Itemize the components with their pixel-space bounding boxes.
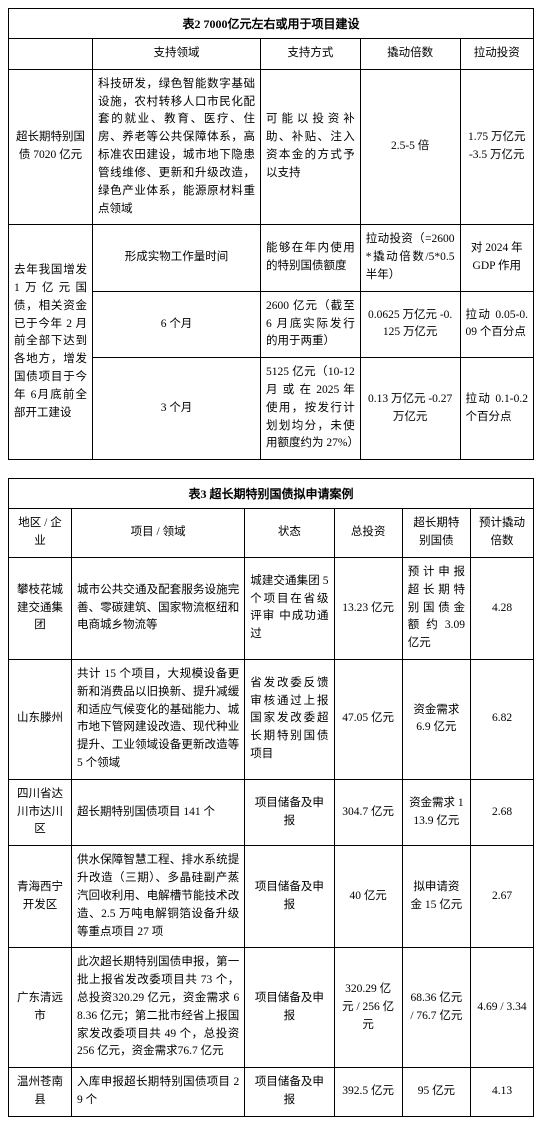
table-2: 表2 7000亿元左右或用于项目建设 支持领域 支持方式 撬动倍数 拉动投资 超… xyxy=(8,8,534,460)
cell: 40 亿元 xyxy=(334,846,402,948)
cell: 预计申报超长期特别国债金额 约 3.09亿元 xyxy=(402,557,470,659)
cell: 超长期特别国债项目 141 个 xyxy=(72,779,245,845)
cell: 可能以投资补助、补贴、注入资本金的方式予以支持 xyxy=(261,69,361,225)
cell: 青海西宁开发区 xyxy=(9,846,72,948)
cell: 能够在年内使用的特别国债额度 xyxy=(261,225,361,291)
cell: 2.5-5 倍 xyxy=(360,69,460,225)
header-cell: 地区 / 企业 xyxy=(9,509,72,558)
cell: 6 个月 xyxy=(93,291,261,357)
table-row: 广东清远市 此次超长期特别国债申报，第一批上报省发改委项目共 73 个，总投资3… xyxy=(9,948,534,1068)
cell: 城市公共交通及配套服务设施完善、零碳建筑、国家物流枢纽和电商城乡物流等 xyxy=(72,557,245,659)
cell: 入库申报超长期特别国债项目 29 个 xyxy=(72,1068,245,1117)
cell: 68.36 亿元 / 76.7 亿元 xyxy=(402,948,470,1068)
cell: 供水保障智慧工程、排水系统提升改造（三期）、多晶硅副产蒸汽回收利用、电解槽节能技… xyxy=(72,846,245,948)
table-3-caption: 表3 超长期特别国债拟申请案例 xyxy=(8,478,534,508)
header-cell: 撬动倍数 xyxy=(360,39,460,70)
cell: 5125 亿元（10-12月 或 在 2025 年使用，按发行计划划均分，未使用… xyxy=(261,358,361,460)
cell: 资金需求 6.9 亿元 xyxy=(402,659,470,779)
cell: 超长期特别国债 7020 亿元 xyxy=(9,69,93,225)
cell: 95 亿元 xyxy=(402,1068,470,1117)
cell: 项目储备及申报 xyxy=(245,779,334,845)
table-row: 青海西宁开发区 供水保障智慧工程、排水系统提升改造（三期）、多晶硅副产蒸汽回收利… xyxy=(9,846,534,948)
table-row: 攀枝花城建交通集团 城市公共交通及配套服务设施完善、零碳建筑、国家物流枢纽和电商… xyxy=(9,557,534,659)
cell: 城建交通集团 5 个项目在省级 评审 中成功通过 xyxy=(245,557,334,659)
cell: 山东滕州 xyxy=(9,659,72,779)
table-row: 超长期特别国债 7020 亿元 科技研发，绿色智能数字基础设施，农村转移人口市民… xyxy=(9,69,534,225)
cell: 4.13 xyxy=(471,1068,534,1117)
cell: 304.7 亿元 xyxy=(334,779,402,845)
table-row: 支持领域 支持方式 撬动倍数 拉动投资 xyxy=(9,39,534,70)
cell: 形成实物工作量时间 xyxy=(93,225,261,291)
header-cell: 超长期特别国债 xyxy=(402,509,470,558)
cell: 项目储备及申报 xyxy=(245,1068,334,1117)
cell: 3 个月 xyxy=(93,358,261,460)
cell: 拟申请资金 15 亿元 xyxy=(402,846,470,948)
cell: 此次超长期特别国债申报，第一批上报省发改委项目共 73 个，总投资320.29 … xyxy=(72,948,245,1068)
cell: 资金需求 113.9 亿元 xyxy=(402,779,470,845)
cell: 项目储备及申报 xyxy=(245,948,334,1068)
header-cell: 拉动投资 xyxy=(460,39,534,70)
cell: 省发改委反馈审核通过上报国家发改委超长期特别国债项目 xyxy=(245,659,334,779)
cell: 攀枝花城建交通集团 xyxy=(9,557,72,659)
header-cell: 支持领域 xyxy=(93,39,261,70)
cell: 4.28 xyxy=(471,557,534,659)
table-row: 山东滕州 共计 15 个项目，大规模设备更新和消费品以旧换新、提升减缓和适应气候… xyxy=(9,659,534,779)
cell: 项目储备及申报 xyxy=(245,846,334,948)
cell: 拉动 0.05-0.09 个百分点 xyxy=(460,291,534,357)
table-2-caption: 表2 7000亿元左右或用于项目建设 xyxy=(8,8,534,38)
cell: 1.75 万亿元 -3.5 万亿元 xyxy=(460,69,534,225)
cell: 拉动 0.1-0.2个百分点 xyxy=(460,358,534,460)
table-row: 地区 / 企业 项目 / 领域 状态 总投资 超长期特别国债 预计撬动倍数 xyxy=(9,509,534,558)
table-row: 温州苍南县 入库申报超长期特别国债项目 29 个 项目储备及申报 392.5 亿… xyxy=(9,1068,534,1117)
cell: 4.69 / 3.34 xyxy=(471,948,534,1068)
cell: 科技研发，绿色智能数字基础设施，农村转移人口市民化配套的就业、教育、医疗、住房、… xyxy=(93,69,261,225)
cell: 四川省达川市达川区 xyxy=(9,779,72,845)
cell: 2.67 xyxy=(471,846,534,948)
header-cell: 项目 / 领域 xyxy=(72,509,245,558)
table-row: 去年我国增发1万亿元国债，相关资金已于今年 2 月前全部下达到各地方，增发国债项… xyxy=(9,225,534,291)
header-cell: 预计撬动倍数 xyxy=(471,509,534,558)
cell: 13.23 亿元 xyxy=(334,557,402,659)
cell: 去年我国增发1万亿元国债，相关资金已于今年 2 月前全部下达到各地方，增发国债项… xyxy=(9,225,93,460)
cell: 0.13 万亿元 -0.27 万亿元 xyxy=(360,358,460,460)
table-3: 表3 超长期特别国债拟申请案例 地区 / 企业 项目 / 领域 状态 总投资 超… xyxy=(8,478,534,1117)
cell: 320.29 亿元 / 256 亿元 xyxy=(334,948,402,1068)
cell: 392.5 亿元 xyxy=(334,1068,402,1117)
cell: 温州苍南县 xyxy=(9,1068,72,1117)
header-cell: 状态 xyxy=(245,509,334,558)
cell: 6.82 xyxy=(471,659,534,779)
cell: 对 2024 年 GDP 作用 xyxy=(460,225,534,291)
header-cell: 总投资 xyxy=(334,509,402,558)
table-row: 四川省达川市达川区 超长期特别国债项目 141 个 项目储备及申报 304.7 … xyxy=(9,779,534,845)
cell: 0.0625 万亿元 -0.125 万亿元 xyxy=(360,291,460,357)
cell: 2.68 xyxy=(471,779,534,845)
cell: 拉动投资（=2600*撬动倍数/5*0.5 半年） xyxy=(360,225,460,291)
cell: 47.05 亿元 xyxy=(334,659,402,779)
header-cell: 支持方式 xyxy=(261,39,361,70)
header-cell xyxy=(9,39,93,70)
cell: 2600 亿元（截至 6 月底实际发行的用于两重） xyxy=(261,291,361,357)
cell: 共计 15 个项目，大规模设备更新和消费品以旧换新、提升减缓和适应气候变化的基础… xyxy=(72,659,245,779)
cell: 广东清远市 xyxy=(9,948,72,1068)
